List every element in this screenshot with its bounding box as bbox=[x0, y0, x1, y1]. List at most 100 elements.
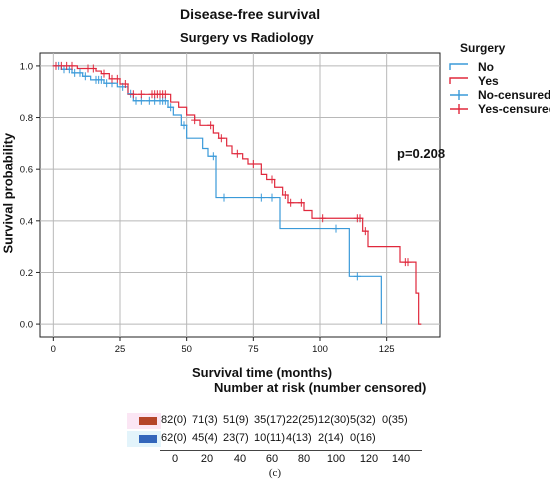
risk-time-label: 120 bbox=[359, 453, 379, 465]
risk-table-rule bbox=[160, 450, 422, 451]
risk-cell: 62(0) bbox=[161, 432, 187, 444]
plot-frame bbox=[39, 52, 441, 338]
risk-time-label: 60 bbox=[265, 453, 279, 465]
censor-mark bbox=[137, 90, 145, 99]
censor-mark bbox=[97, 75, 105, 84]
chart-title: Disease-free survival bbox=[180, 6, 321, 22]
legend-item-no: No bbox=[446, 60, 494, 74]
legend-label-yes: Yes bbox=[478, 74, 499, 88]
legend-item-yes: Yes bbox=[446, 74, 499, 88]
censor-mark bbox=[81, 72, 89, 81]
censor-markers bbox=[52, 61, 412, 281]
line-swatch-no bbox=[449, 63, 468, 70]
censor-mark bbox=[191, 116, 199, 125]
risk-cell: 0(16) bbox=[350, 432, 376, 444]
risk-cell: 51(9) bbox=[223, 414, 249, 426]
x-tick-label: 0 bbox=[51, 344, 56, 355]
y-axis-ticks: 0.0 0.2 0.4 0.6 0.8 1.0 bbox=[20, 61, 40, 331]
censor-mark bbox=[217, 134, 225, 143]
legend-label-yes-censured: Yes-censured bbox=[478, 102, 550, 116]
risk-row-no bbox=[127, 431, 415, 447]
censor-mark bbox=[257, 193, 265, 202]
x-axis-label: Survival time (months) bbox=[192, 365, 333, 380]
figure-caption: (c) bbox=[268, 467, 282, 479]
censor-mark bbox=[297, 198, 305, 207]
legend-title: Surgery bbox=[460, 41, 506, 55]
risk-cell: 10(11) bbox=[254, 432, 285, 444]
censor-mark bbox=[89, 64, 97, 73]
y-tick-label: 0.2 bbox=[20, 268, 33, 279]
censor-mark bbox=[319, 214, 327, 223]
censor-mark bbox=[332, 224, 340, 233]
censor-mark bbox=[68, 61, 76, 70]
risk-cell: 22(25) bbox=[286, 414, 318, 426]
censor-mark bbox=[113, 74, 121, 83]
censor-mark bbox=[404, 258, 412, 267]
x-tick-label: 100 bbox=[312, 344, 328, 355]
y-tick-label: 0.6 bbox=[20, 165, 33, 176]
censor-mark bbox=[249, 160, 257, 169]
risk-cell: 2(14) bbox=[318, 432, 344, 444]
legend-label-no-censured: No-censured bbox=[478, 88, 550, 102]
y-tick-label: 0.8 bbox=[20, 113, 33, 124]
censor-mark bbox=[281, 191, 289, 199]
censor-mark bbox=[207, 121, 215, 130]
x-tick-label: 75 bbox=[248, 344, 259, 355]
risk-cell: 45(4) bbox=[192, 432, 218, 444]
risk-time-label: 40 bbox=[233, 453, 247, 465]
survival-curve-yes bbox=[53, 65, 422, 325]
censor-swatch-no bbox=[450, 90, 468, 100]
chart-subtitle: Surgery vs Radiology bbox=[180, 30, 314, 45]
legend: Surgery No Yes No-censured Yes-censured bbox=[446, 40, 550, 120]
censor-mark bbox=[233, 149, 241, 158]
y-tick-label: 0.0 bbox=[20, 320, 33, 331]
risk-cell: 71(3) bbox=[192, 414, 218, 426]
risk-time-label: 140 bbox=[391, 453, 411, 465]
censor-mark bbox=[100, 69, 108, 78]
legend-item-yes-censured: Yes-censured bbox=[446, 102, 550, 116]
censor-mark bbox=[220, 193, 228, 202]
censor-mark bbox=[209, 152, 217, 161]
risk-cell: 0(35) bbox=[382, 414, 408, 426]
censor-mark bbox=[167, 103, 175, 112]
y-axis-label: Survival probability bbox=[0, 132, 16, 254]
y-tick-label: 0.4 bbox=[20, 216, 33, 227]
x-tick-label: 125 bbox=[379, 344, 395, 355]
censor-swatch-yes bbox=[450, 104, 468, 114]
risk-cell: 4(13) bbox=[286, 432, 312, 444]
risk-cell: 5(32) bbox=[350, 414, 376, 426]
legend-item-no-censured: No-censured bbox=[446, 88, 550, 102]
p-value: p=0.208 bbox=[397, 146, 446, 161]
censor-mark bbox=[268, 193, 276, 202]
risk-row-yes bbox=[127, 413, 415, 429]
censor-mark bbox=[268, 175, 276, 184]
risk-row-swatch bbox=[139, 435, 157, 443]
x-tick-label: 25 bbox=[115, 344, 126, 355]
legend-label-no: No bbox=[478, 60, 494, 74]
grid-lines bbox=[40, 53, 440, 337]
censor-mark bbox=[161, 90, 169, 99]
line-swatch-yes bbox=[449, 77, 468, 84]
censor-mark bbox=[180, 121, 188, 130]
x-tick-label: 50 bbox=[181, 344, 192, 355]
risk-table-title: Number at risk (number censored) bbox=[214, 380, 427, 395]
censor-mark bbox=[353, 272, 361, 281]
censor-mark bbox=[121, 79, 129, 88]
censor-mark bbox=[356, 214, 364, 223]
risk-time-label: 0 bbox=[171, 453, 179, 465]
censor-mark bbox=[361, 227, 369, 236]
risk-time-label: 100 bbox=[326, 453, 346, 465]
risk-time-label: 80 bbox=[297, 453, 311, 465]
risk-row-swatch bbox=[139, 417, 157, 425]
risk-cell: 12(30) bbox=[318, 414, 350, 426]
censor-mark bbox=[76, 68, 84, 77]
censor-mark bbox=[129, 90, 137, 99]
risk-cell: 82(0) bbox=[161, 414, 187, 426]
risk-cell: 23(7) bbox=[223, 432, 249, 444]
risk-cell: 35(17) bbox=[254, 414, 286, 426]
x-axis-ticks: 0 25 50 75 100 125 bbox=[51, 337, 395, 355]
y-tick-label: 1.0 bbox=[20, 61, 33, 72]
risk-time-label: 20 bbox=[200, 453, 214, 465]
censor-mark bbox=[287, 198, 295, 207]
